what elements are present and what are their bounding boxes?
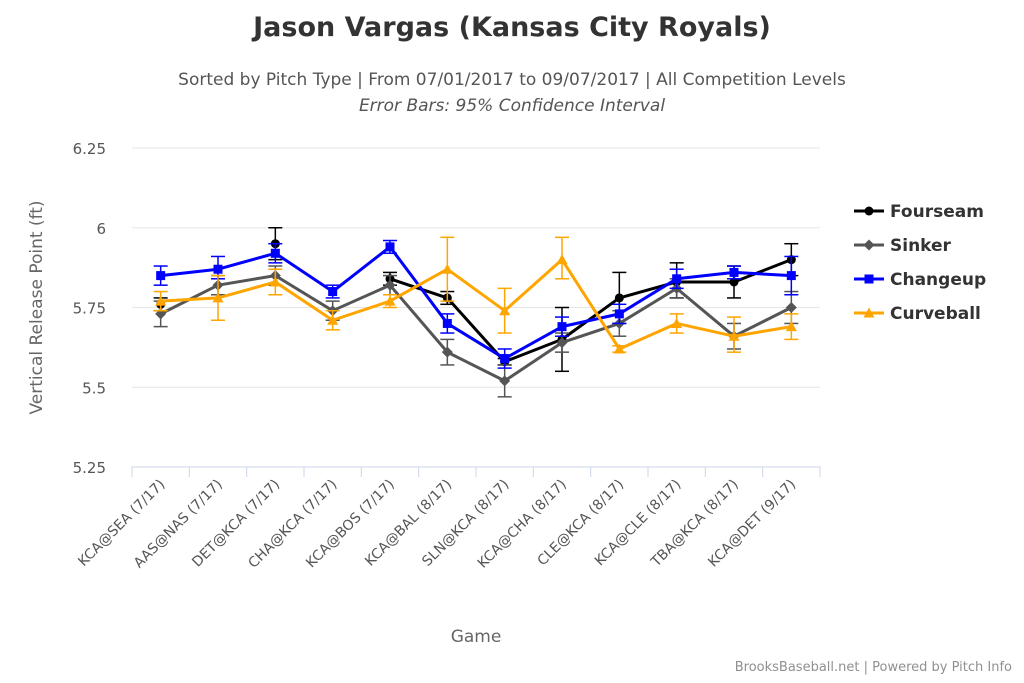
data-point-changeup — [557, 322, 567, 332]
data-point-curveball — [556, 254, 568, 265]
data-point-curveball — [613, 343, 625, 354]
data-point-changeup — [500, 354, 510, 364]
data-point-curveball — [728, 330, 740, 341]
data-point-curveball — [785, 321, 797, 332]
data-point-sinker — [499, 375, 511, 387]
data-point-curveball — [671, 317, 683, 328]
data-point-sinker — [384, 279, 396, 291]
y-tick-label: 6.25 — [73, 140, 106, 158]
chart-subtitle: Sorted by Pitch Type | From 07/01/2017 t… — [178, 70, 846, 90]
x-axis: KCA@SEA (7/17)AAS@NAS (7/17)DET@KCA (7/1… — [75, 466, 821, 572]
legend-marker-sinker — [863, 239, 875, 251]
legend-marker-fourseam — [864, 206, 874, 216]
data-point-changeup — [672, 274, 682, 284]
data-point-fourseam — [614, 293, 624, 303]
data-point-changeup — [385, 242, 395, 252]
series-fourseam — [153, 227, 799, 373]
data-point-changeup — [614, 309, 624, 319]
data-point-curveball — [269, 276, 281, 287]
legend-marker-curveball — [863, 307, 875, 318]
data-point-sinker — [785, 302, 797, 313]
legend-item-changeup[interactable]: Changeup — [854, 270, 986, 290]
series-changeup — [153, 239, 799, 369]
data-point-sinker — [556, 337, 568, 349]
legend-item-curveball[interactable]: Curveball — [854, 304, 981, 324]
data-point-curveball — [212, 292, 224, 303]
legend-label-changeup: Changeup — [890, 270, 986, 290]
data-point-changeup — [729, 267, 739, 277]
data-point-changeup — [213, 264, 223, 274]
data-point-sinker — [441, 346, 453, 358]
data-point-changeup — [442, 318, 452, 328]
credit-text: BrooksBaseball.net | Powered by Pitch In… — [734, 660, 1012, 675]
y-tick-label: 6 — [96, 220, 106, 238]
data-point-curveball — [327, 314, 339, 325]
data-point-curveball — [499, 305, 511, 316]
legend-item-fourseam[interactable]: Fourseam — [854, 202, 984, 222]
y-tick-label: 5.25 — [73, 459, 106, 477]
data-point-curveball — [384, 295, 396, 306]
data-point-changeup — [786, 271, 796, 281]
legend-marker-changeup — [864, 274, 874, 284]
y-tick-label: 5.5 — [82, 379, 106, 397]
chart-error-bar-note: Error Bars: 95% Confidence Interval — [358, 96, 666, 116]
series-curveball — [153, 236, 799, 354]
data-point-curveball — [441, 263, 453, 274]
x-axis-label: Game — [451, 627, 502, 647]
legend[interactable]: Fourseam Sinker Changeup Curveball — [854, 202, 986, 324]
legend-label-fourseam: Fourseam — [890, 202, 984, 222]
y-axis-label: Vertical Release Point (ft) — [27, 200, 47, 414]
legend-label-sinker: Sinker — [890, 236, 952, 256]
y-axis-ticks: 5.25 5.5 5.75 6 6.25 — [73, 140, 106, 477]
series-line-sinker — [159, 274, 793, 383]
chart-title: Jason Vargas (Kansas City Royals) — [253, 12, 771, 43]
data-point-changeup — [156, 271, 166, 281]
data-point-curveball — [155, 295, 167, 306]
y-tick-label: 5.75 — [73, 300, 106, 318]
data-point-changeup — [270, 248, 280, 258]
series-line-changeup — [160, 245, 792, 361]
data-point-changeup — [328, 287, 338, 297]
plot-area — [153, 227, 799, 398]
data-point-fourseam — [729, 277, 739, 287]
grid-lines — [132, 147, 820, 468]
legend-label-curveball: Curveball — [890, 304, 981, 324]
series-line-fourseam — [389, 258, 792, 364]
series-line-curveball — [160, 258, 792, 351]
legend-item-sinker[interactable]: Sinker — [854, 236, 952, 256]
